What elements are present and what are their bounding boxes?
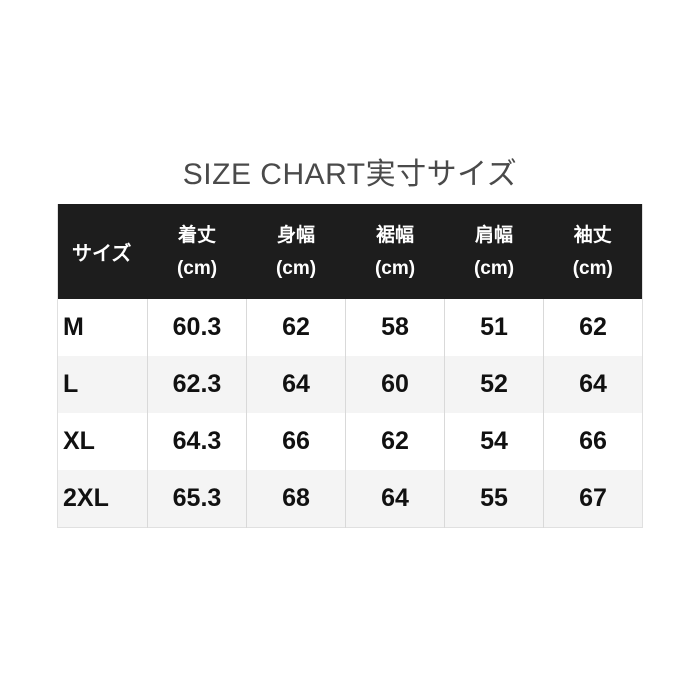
- table-header: サイズ 着丈 (cm) 身幅 (cm) 裾幅 (cm) 肩幅 (cm): [57, 204, 643, 299]
- header-unit: (cm): [176, 257, 218, 279]
- value-cell: 60: [345, 356, 445, 413]
- value-cell: 68: [246, 470, 346, 528]
- header-cell-sleeve-length: 袖丈 (cm): [543, 204, 643, 299]
- value-cell: 67: [543, 470, 643, 528]
- size-chart-table: サイズ 着丈 (cm) 身幅 (cm) 裾幅 (cm) 肩幅 (cm): [57, 204, 643, 528]
- value-cell: 52: [444, 356, 544, 413]
- header-label: 裾幅: [375, 224, 414, 246]
- value-cell: 66: [543, 413, 643, 470]
- header-unit: (cm): [572, 257, 613, 279]
- table-body: M 60.3 62 58 51 62 L 62.3 64 60 52 64 XL…: [57, 299, 643, 528]
- size-label: XL: [57, 413, 148, 470]
- size-label: 2XL: [57, 470, 148, 528]
- value-cell: 60.3: [147, 299, 247, 356]
- value-cell: 62.3: [147, 356, 247, 413]
- table-row-m: M 60.3 62 58 51 62: [57, 299, 643, 356]
- table-row-xl: XL 64.3 66 62 54 66: [57, 413, 643, 470]
- value-cell: 65.3: [147, 470, 247, 528]
- size-label: L: [57, 356, 148, 413]
- value-cell: 62: [543, 299, 643, 356]
- header-cell-size: サイズ: [57, 204, 148, 299]
- table-row-l: L 62.3 64 60 52 64: [57, 356, 643, 413]
- header-cell-shoulder-width: 肩幅 (cm): [444, 204, 544, 299]
- value-cell: 64: [345, 470, 445, 528]
- header-label: 身幅: [276, 224, 315, 246]
- size-label: M: [57, 299, 148, 356]
- value-cell: 58: [345, 299, 445, 356]
- header-cell-body-length: 着丈 (cm): [147, 204, 247, 299]
- value-cell: 62: [246, 299, 346, 356]
- value-cell: 66: [246, 413, 346, 470]
- header-label: 袖丈: [573, 224, 612, 246]
- header-label: サイズ: [72, 243, 132, 265]
- value-cell: 64: [543, 356, 643, 413]
- value-cell: 62: [345, 413, 445, 470]
- value-cell: 54: [444, 413, 544, 470]
- header-cell-chest-width: 身幅 (cm): [246, 204, 346, 299]
- header-cell-hem-width: 裾幅 (cm): [345, 204, 445, 299]
- header-unit: (cm): [473, 257, 515, 279]
- header-row: サイズ 着丈 (cm) 身幅 (cm) 裾幅 (cm) 肩幅 (cm): [57, 204, 643, 299]
- page-title: SIZE CHART実寸サイズ: [182, 158, 518, 191]
- value-cell: 64.3: [147, 413, 247, 470]
- header-label: 肩幅: [474, 224, 513, 246]
- value-cell: 64: [246, 356, 346, 413]
- header-label: 着丈: [177, 224, 216, 246]
- table-row-2xl: 2XL 65.3 68 64 55 67: [57, 470, 643, 528]
- value-cell: 51: [444, 299, 544, 356]
- header-unit: (cm): [275, 257, 317, 279]
- value-cell: 55: [444, 470, 544, 528]
- header-unit: (cm): [374, 257, 416, 279]
